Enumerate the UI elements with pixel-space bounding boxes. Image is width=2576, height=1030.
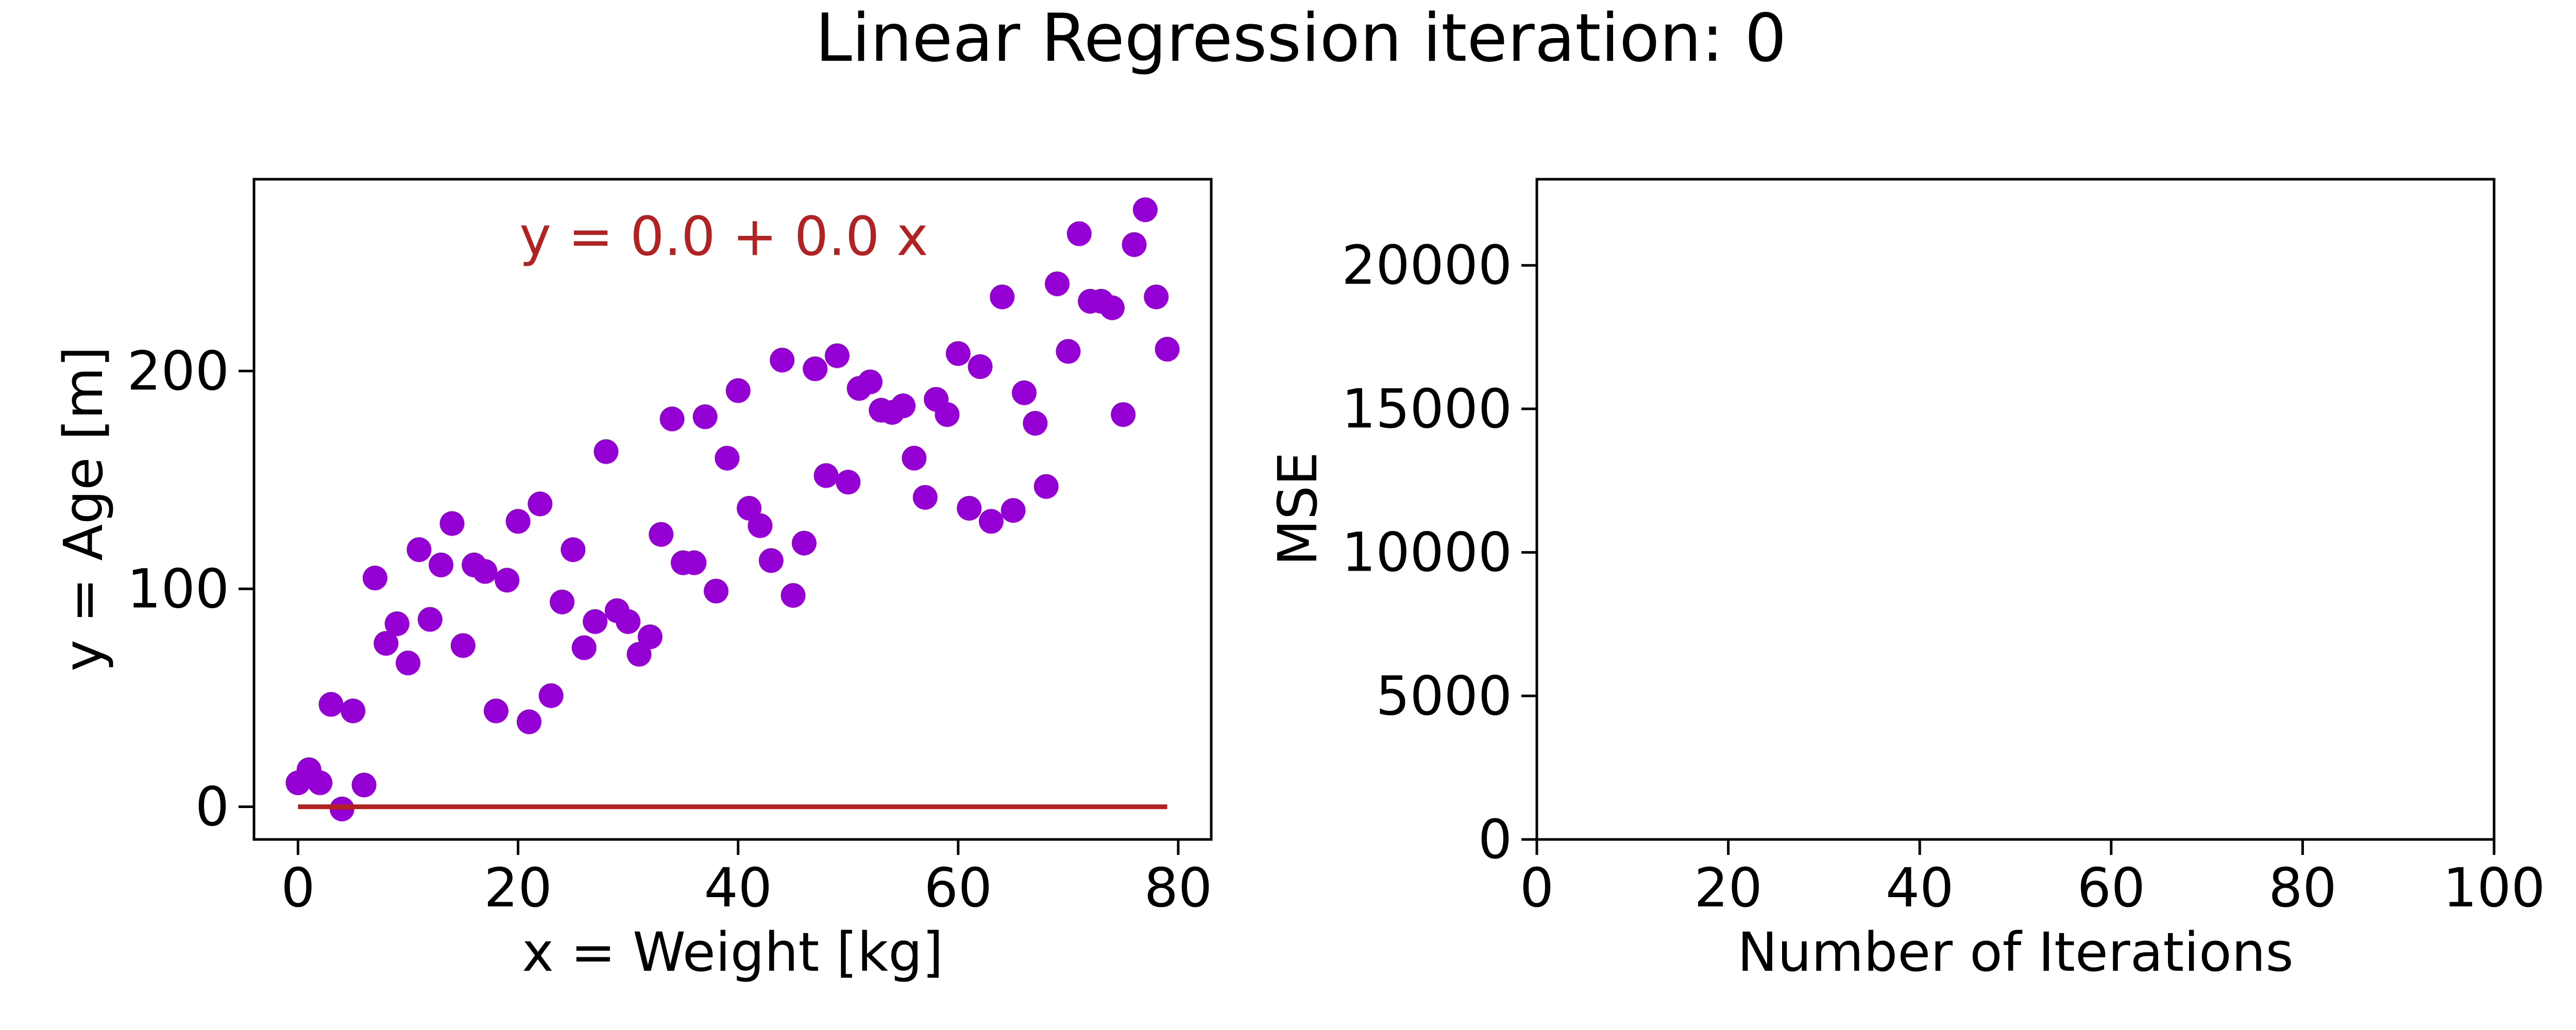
- regression-marks: [285, 197, 1180, 821]
- data-point: [483, 698, 509, 724]
- mse-y-axis-label: MSE: [1266, 452, 1329, 565]
- data-point: [341, 698, 366, 724]
- data-point: [429, 552, 454, 577]
- data-point: [450, 633, 476, 658]
- y-tick-label: 5000: [1376, 664, 1512, 727]
- data-point: [814, 463, 839, 488]
- y-tick-label: 10000: [1342, 521, 1512, 584]
- data-point: [758, 548, 784, 573]
- y-tick-label: 100: [127, 557, 229, 620]
- data-point: [836, 470, 861, 495]
- data-point: [912, 485, 938, 510]
- data-point: [649, 522, 674, 547]
- data-point: [308, 770, 333, 795]
- x-tick-label: 100: [2443, 856, 2546, 919]
- y-tick-label: 15000: [1342, 377, 1512, 440]
- data-point: [857, 369, 883, 394]
- x-tick-label: 80: [1144, 856, 1212, 919]
- data-point: [978, 509, 1004, 534]
- data-point: [725, 378, 751, 403]
- data-point: [990, 284, 1015, 310]
- data-point: [659, 406, 685, 432]
- x-tick-label: 0: [281, 856, 315, 919]
- x-tick-label: 40: [704, 856, 772, 919]
- data-point: [1045, 271, 1070, 297]
- data-point: [495, 568, 520, 593]
- data-point: [791, 530, 817, 556]
- data-point: [538, 683, 564, 708]
- x-tick-label: 60: [924, 856, 992, 919]
- data-point: [935, 402, 960, 427]
- data-point: [781, 583, 806, 608]
- data-point: [528, 491, 553, 517]
- data-point: [561, 537, 586, 562]
- data-point: [682, 550, 707, 575]
- data-point: [374, 631, 399, 656]
- regression-panel: 0 20 40 60 80 0 100 200 y = 0.0 + 0.0 x x = Wei…: [52, 178, 1213, 984]
- data-point: [1144, 284, 1169, 310]
- data-point: [715, 445, 740, 471]
- data-point: [351, 772, 377, 798]
- data-point: [945, 341, 971, 366]
- data-point: [594, 439, 619, 464]
- y-tick-label: 20000: [1342, 234, 1512, 297]
- y-tick-label: 0: [195, 776, 229, 838]
- data-point: [957, 495, 982, 521]
- data-point: [1011, 380, 1037, 405]
- data-point: [1001, 498, 1026, 523]
- data-point: [516, 709, 541, 734]
- data-point: [362, 565, 387, 591]
- x-tick-label: 40: [1886, 856, 1954, 919]
- data-point: [824, 343, 850, 368]
- data-point: [505, 509, 531, 534]
- data-point: [1066, 221, 1092, 246]
- x-tick-label: 0: [1520, 856, 1554, 919]
- x-tick-label: 20: [1694, 856, 1762, 919]
- data-point: [417, 607, 443, 632]
- data-point: [891, 393, 916, 419]
- x-axis-label: x = Weight [kg]: [522, 921, 943, 984]
- data-point: [1023, 410, 1048, 436]
- figure-title: Linear Regression iteration: 0: [815, 0, 1786, 77]
- mse-plot-area: [1535, 178, 2496, 841]
- y-tick-label: 200: [127, 339, 229, 402]
- data-point: [406, 537, 432, 562]
- data-point: [637, 624, 663, 649]
- regression-axis-ticks: 0 20 40 60 80 0 100 200: [127, 339, 1212, 919]
- data-point: [571, 635, 597, 660]
- data-point: [1033, 474, 1059, 499]
- data-point: [1056, 339, 1081, 364]
- data-point: [770, 348, 795, 373]
- data-point: [395, 650, 420, 676]
- data-point: [472, 559, 498, 584]
- regression-equation: y = 0.0 + 0.0 x: [519, 205, 928, 268]
- data-point: [583, 609, 608, 634]
- mse-axis-ticks: 0 20 40 60 80 100 0 5000 10000 15000 20000: [1342, 234, 2545, 919]
- data-point: [803, 356, 828, 382]
- data-point: [1132, 197, 1158, 222]
- y-tick-label: 0: [1478, 808, 1512, 871]
- data-point: [1111, 402, 1136, 427]
- data-point: [1155, 337, 1180, 362]
- data-point: [748, 513, 773, 538]
- data-point: [384, 611, 410, 637]
- data-point: [968, 354, 993, 379]
- data-point: [318, 692, 344, 717]
- data-point: [692, 404, 718, 430]
- data-point: [703, 578, 728, 604]
- y-axis-label: y = Age [m]: [52, 346, 115, 671]
- mse-panel: 0 20 40 60 80 100 0 5000 10000 15000 20000 Number …: [1266, 178, 2545, 984]
- data-point: [1122, 232, 1147, 257]
- data-point: [1099, 295, 1125, 320]
- data-point: [616, 609, 641, 634]
- data-point: [902, 445, 927, 471]
- data-point: [549, 589, 574, 614]
- x-tick-label: 80: [2268, 856, 2336, 919]
- x-tick-label: 60: [2077, 856, 2145, 919]
- data-point: [439, 511, 465, 536]
- mse-x-axis-label: Number of Iterations: [1737, 921, 2293, 984]
- x-tick-label: 20: [484, 856, 552, 919]
